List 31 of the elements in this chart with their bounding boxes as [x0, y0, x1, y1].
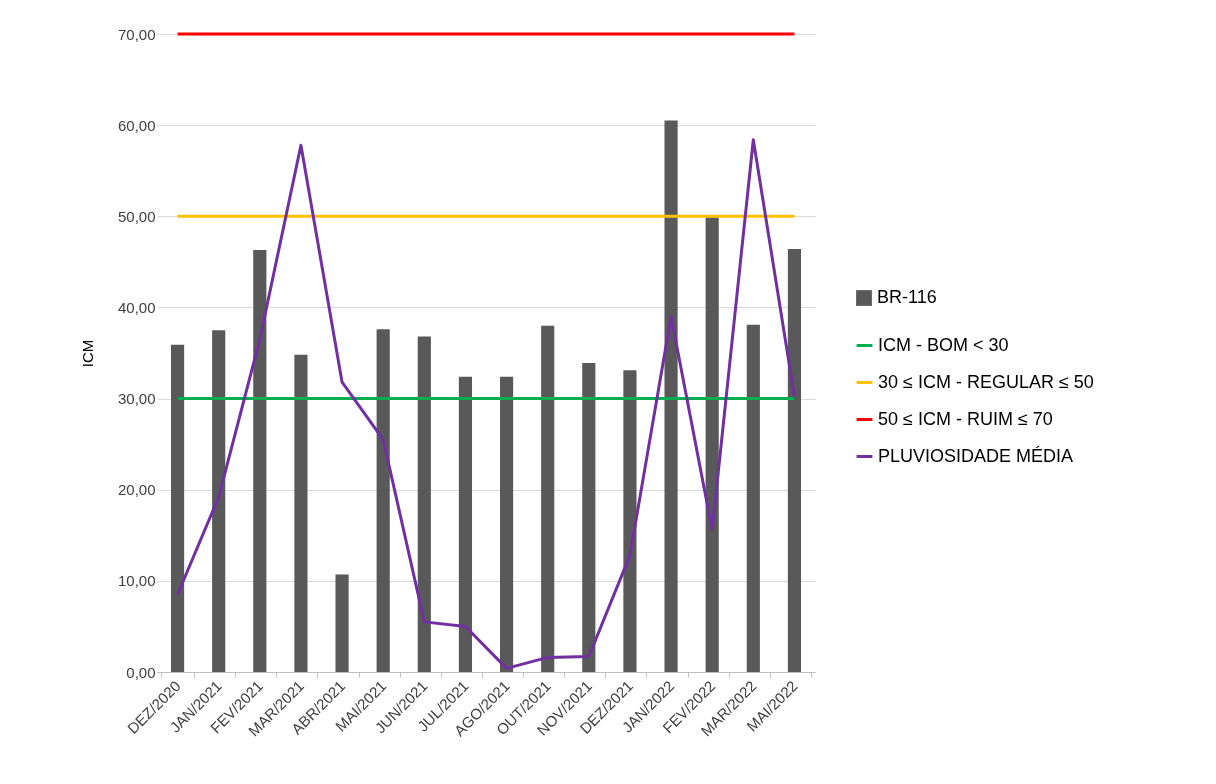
y-tick-label: 0,00: [126, 663, 156, 681]
bar: [787, 249, 802, 672]
bar: [294, 354, 308, 672]
bar: [746, 324, 760, 672]
bar: [253, 250, 267, 672]
bar: [582, 363, 596, 672]
y-tick-label: 40,00: [117, 298, 156, 316]
line-series: [176, 138, 796, 670]
bar: [417, 336, 431, 672]
y-tick-label: 10,00: [117, 572, 156, 590]
legend-label: PLUVIOSIDADE MÉDIA: [878, 445, 1074, 466]
legend-label: ICM - BOM < 30: [878, 334, 1009, 355]
legend-label: 50 ≤ ICM - RUIM ≤ 70: [878, 408, 1053, 429]
bar: [541, 325, 555, 672]
legend-label: 30 ≤ ICM - REGULAR ≤ 50: [878, 371, 1094, 392]
bar: [664, 120, 678, 672]
y-tick-label: 50,00: [117, 207, 156, 225]
bar: [376, 329, 390, 672]
bar: [705, 217, 719, 672]
y-tick-label: 70,00: [117, 25, 156, 43]
bar: [623, 370, 637, 672]
bar: [170, 344, 185, 672]
bar: [499, 376, 514, 672]
legend-label: BR-116: [877, 287, 937, 307]
bar: [212, 330, 226, 672]
bar: [335, 574, 349, 672]
y-tick-label: 20,00: [117, 481, 156, 499]
y-axis-title: ICM: [78, 339, 96, 368]
y-tick-label: 30,00: [117, 390, 156, 408]
y-tick-label: 60,00: [117, 116, 156, 134]
bar: [458, 376, 473, 672]
